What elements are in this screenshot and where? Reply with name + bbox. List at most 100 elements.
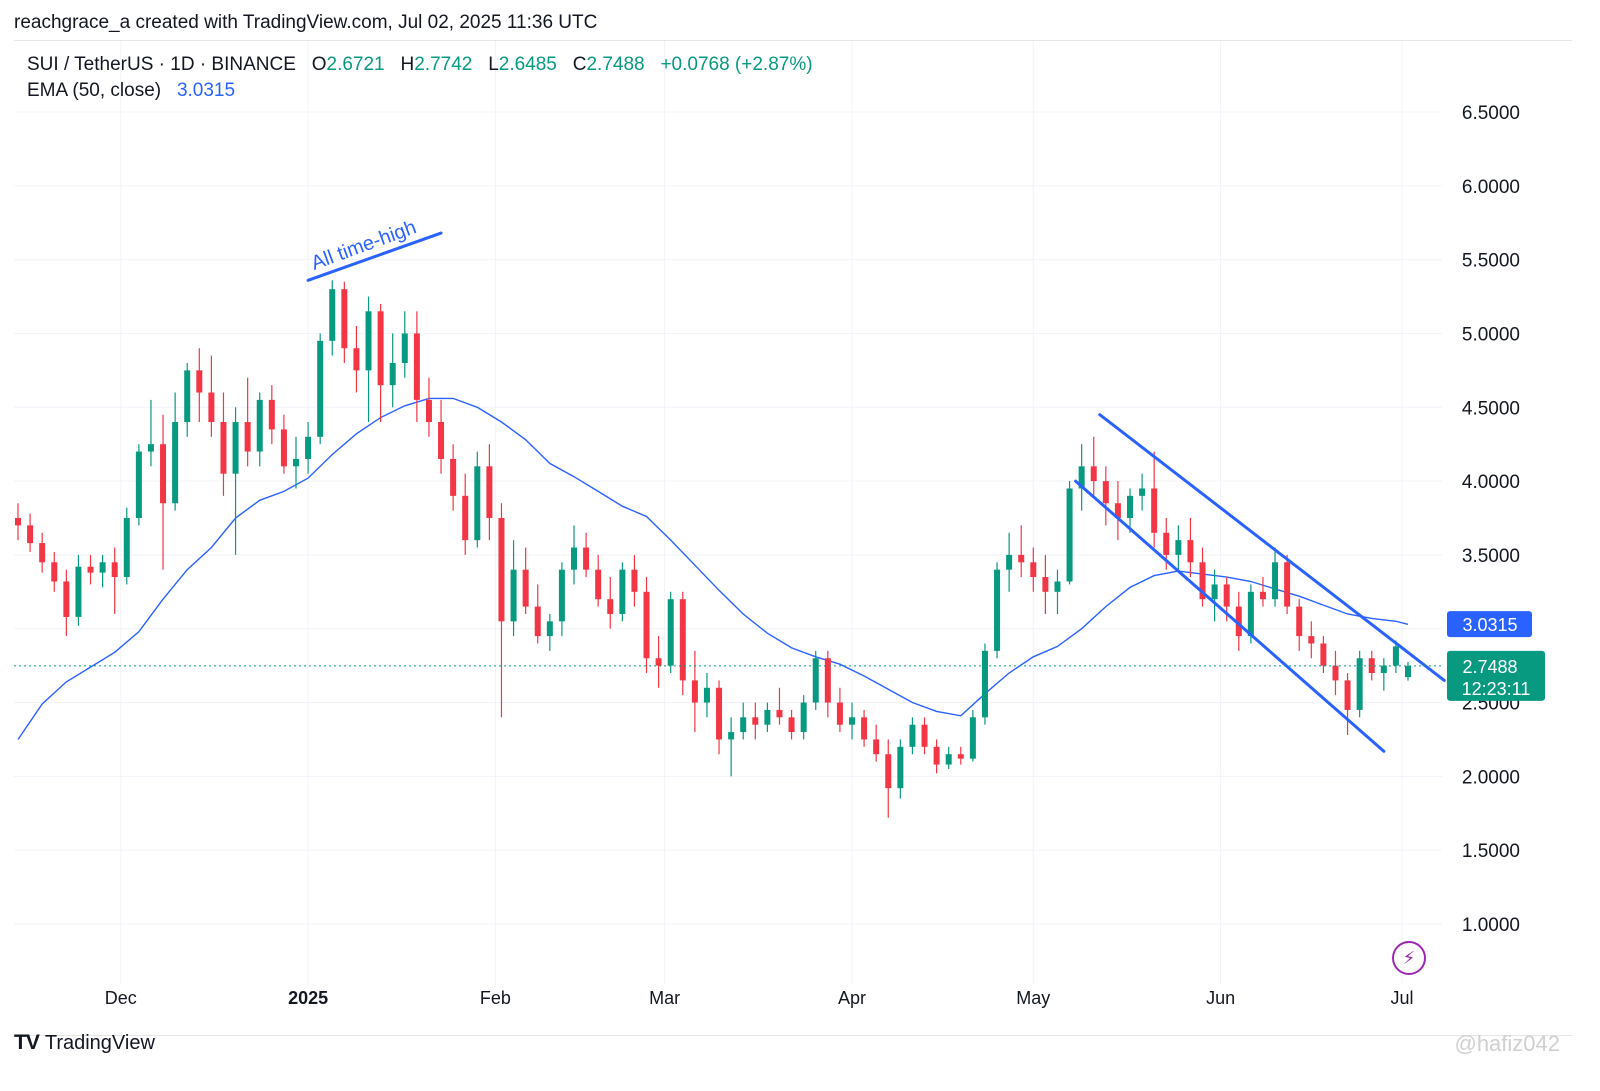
channel-upper-line: [1098, 413, 1446, 682]
candle-body: [994, 569, 1001, 651]
candle-body: [15, 518, 21, 526]
candle-body: [619, 569, 626, 614]
ema-price-tag-label: 3.0315: [1462, 615, 1517, 635]
x-tick-label: Dec: [105, 988, 137, 1008]
candle-body: [1187, 540, 1194, 563]
candle-body: [268, 399, 275, 430]
candle-body: [39, 543, 46, 563]
candle-body: [111, 562, 118, 578]
candle-body: [933, 746, 940, 765]
legend-change-value: +0.0768 (+2.87%): [660, 54, 813, 75]
legend-low-label: L: [488, 54, 499, 75]
candle-body: [921, 724, 928, 747]
candle-body: [764, 709, 771, 725]
candle-body: [1175, 540, 1182, 555]
last-price-tag-label: 2.7488: [1462, 657, 1517, 677]
candle-body: [546, 621, 553, 637]
y-tick-label: 1.0000: [1462, 915, 1520, 936]
all-time-high-line: [306, 231, 443, 282]
candle-body: [1114, 503, 1121, 518]
chart-caption: reachgrace_a created with TradingView.co…: [14, 12, 598, 33]
legend-ema-row: EMA (50, close) 3.0315: [27, 78, 813, 104]
candle-body: [256, 399, 263, 452]
ema-price-tag: [1447, 611, 1532, 638]
y-tick-label: 4.5000: [1462, 398, 1520, 419]
candle-body: [474, 466, 481, 541]
legend-high-value: 2.7742: [414, 54, 473, 75]
candle-body: [305, 436, 312, 459]
brand-name: TradingView: [44, 1031, 155, 1054]
x-tick-label: May: [1016, 988, 1050, 1008]
candle-body: [824, 658, 831, 703]
candle-body: [752, 717, 759, 725]
candle-body: [401, 333, 408, 363]
candle-body: [196, 370, 203, 393]
candle-body: [293, 458, 299, 467]
candle-body: [1380, 665, 1387, 674]
candle-body: [377, 311, 384, 386]
legend-close-label: C: [572, 54, 587, 75]
candle-body: [571, 547, 577, 570]
candle-body: [583, 547, 590, 570]
candle-body: [1284, 562, 1291, 607]
x-tick-label: Feb: [480, 988, 511, 1008]
legend-close-value: 2.7488: [586, 54, 645, 75]
candle-body: [329, 289, 336, 341]
x-tick-label: Jul: [1390, 988, 1413, 1008]
candle-body: [63, 581, 70, 617]
candle-body: [280, 429, 287, 467]
candle-body: [87, 566, 94, 573]
candle-body: [75, 566, 82, 617]
chart-frame: [14, 40, 1572, 1036]
candle-body: [1320, 643, 1327, 666]
candle-body: [450, 458, 457, 496]
legend-ema-label[interactable]: EMA (50, close): [27, 80, 162, 101]
x-tick-label: 2025: [288, 988, 328, 1008]
candle-body: [667, 599, 674, 666]
last-price-tag: [1447, 650, 1545, 701]
bolt-icon[interactable]: ⚡: [1392, 941, 1426, 975]
x-tick-label: Jun: [1206, 988, 1235, 1008]
ema-line: [17, 397, 1409, 740]
candle-body: [861, 717, 868, 740]
candle-body: [728, 732, 735, 740]
y-tick-label: 6.5000: [1462, 103, 1520, 124]
candle-body: [788, 717, 795, 733]
candle-body: [438, 422, 445, 459]
tradingview-logo-icon: TV: [14, 1031, 40, 1054]
candle-body: [957, 754, 964, 759]
candle-body: [1296, 606, 1303, 637]
candle-body: [486, 466, 493, 518]
candle-body: [1308, 636, 1315, 644]
candle-body: [1066, 488, 1073, 582]
candle-body: [389, 362, 396, 386]
candle-body: [462, 495, 469, 541]
y-tick-label: 5.5000: [1462, 251, 1520, 272]
x-tick-label: Mar: [649, 988, 680, 1008]
candle-body: [498, 518, 505, 622]
candle-body: [703, 687, 710, 703]
candle-body: [160, 444, 167, 504]
candle-body: [51, 562, 58, 582]
y-tick-label: 4.0000: [1462, 472, 1520, 493]
candle-body: [1078, 466, 1085, 489]
candle-body: [99, 562, 106, 573]
brand-footer: TV TradingView: [14, 1031, 155, 1055]
chart-legend: SUI / TetherUS · 1D · BINANCE O2.6721 H2…: [27, 52, 813, 104]
legend-symbol[interactable]: SUI / TetherUS · 1D · BINANCE: [27, 54, 296, 75]
candle-body: [740, 717, 747, 733]
candle-body: [800, 702, 807, 733]
candle-body: [873, 739, 880, 755]
candle-body: [812, 658, 819, 703]
candle-body: [425, 399, 432, 423]
y-tick-label: 1.5000: [1462, 841, 1520, 862]
legend-open-value: 2.6721: [326, 54, 385, 75]
watermark: @hafiz042: [1454, 1031, 1560, 1056]
candle-body: [365, 311, 372, 371]
candle-body: [1199, 562, 1206, 600]
candle-body: [1392, 646, 1399, 666]
candle-body: [172, 422, 179, 504]
candle-body: [1211, 584, 1218, 600]
candle-body: [945, 754, 952, 765]
